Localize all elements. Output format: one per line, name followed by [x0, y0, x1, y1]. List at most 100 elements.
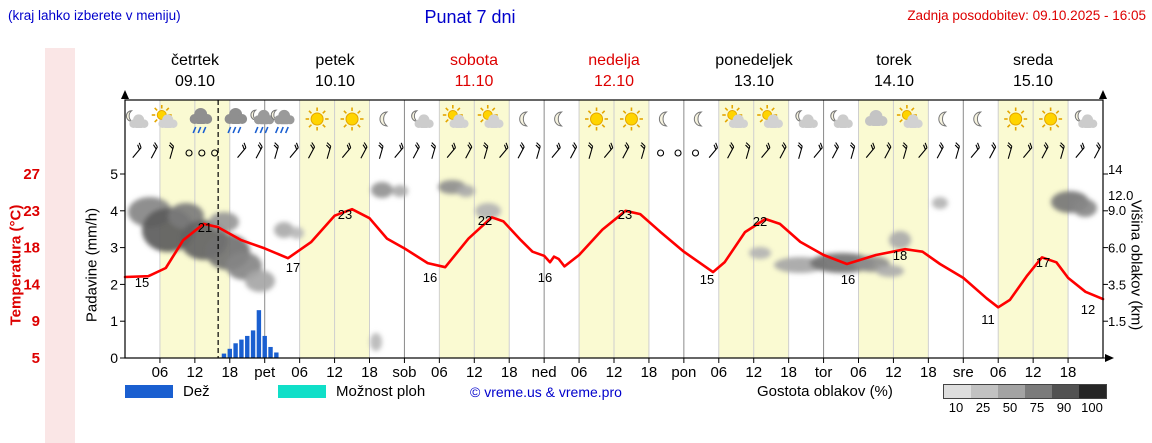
- temp-axis-tick: 18: [23, 240, 40, 257]
- sun-cloud-icon: [151, 105, 178, 128]
- moon-rain-icon: [270, 109, 295, 134]
- temperature-curve: [123, 207, 1105, 309]
- page-title: Punat 7 dni: [424, 7, 516, 27]
- cloud-axis-tick: 1.5: [1108, 314, 1126, 329]
- precipitation-bars: [221, 310, 279, 358]
- time-axis-label: 12: [745, 364, 762, 381]
- day-header-name: sreda: [1012, 52, 1054, 69]
- time-axis-label: ned: [532, 364, 557, 381]
- time-axis-label: 18: [221, 364, 238, 381]
- time-axis-label: 06: [571, 364, 588, 381]
- temperature-value-labels: 15 21 17 23 16 22 16 23 15 22 16 18 11 17 12: [135, 207, 1095, 327]
- moon-cloud-icon: [125, 110, 149, 128]
- sun-icon: [340, 107, 364, 131]
- moon-cloud-icon: [795, 110, 818, 128]
- sun-icon: [1004, 107, 1028, 131]
- density-tick-label: 90: [1056, 400, 1072, 415]
- credit-link[interactable]: © vreme.us & vreme.pro: [470, 384, 622, 400]
- svg-text:15: 15: [700, 272, 714, 287]
- svg-text:22: 22: [478, 213, 492, 228]
- time-axis-label: 12: [187, 364, 204, 381]
- temp-axis-tick: 23: [23, 203, 40, 220]
- svg-text:23: 23: [618, 207, 632, 222]
- cloud-axis-tick: 6.0: [1108, 241, 1126, 256]
- calm-wind-circle: [198, 149, 206, 157]
- gridlines: [159, 100, 1069, 358]
- time-axis-label: 18: [1060, 364, 1077, 381]
- showers-legend-swatch: [278, 385, 326, 398]
- time-axis-label: pon: [671, 364, 696, 381]
- temp-axis-tick: 27: [23, 166, 40, 183]
- day-header-date: 13.10: [733, 73, 775, 90]
- precip-axis-tick: 3: [110, 240, 118, 256]
- sun-icon: [305, 107, 329, 131]
- sun-cloud-icon: [442, 105, 469, 128]
- precip-axis-tick: 5: [110, 166, 118, 182]
- svg-text:17: 17: [1036, 255, 1050, 270]
- time-axis-label: 06: [710, 364, 727, 381]
- sun-cloud-icon: [757, 105, 783, 128]
- day-header-date: 11.10: [454, 73, 494, 90]
- cloud-density-label: Gostota oblakov (%): [757, 383, 893, 400]
- time-axis-label: sre: [953, 364, 974, 381]
- density-tick-label: 50: [1002, 400, 1018, 415]
- moon-icon: [658, 111, 668, 127]
- rain-legend-label: Dež: [183, 383, 210, 400]
- cloud-density-gradient: [943, 384, 1107, 399]
- rain-legend-swatch: [125, 385, 173, 398]
- calm-wind-circle: [674, 149, 682, 157]
- day-header-date: 15.10: [1012, 73, 1054, 90]
- day-header-date: 09.10: [174, 73, 216, 90]
- time-axis-label: 06: [850, 364, 867, 381]
- svg-text:21: 21: [198, 220, 212, 235]
- svg-text:12: 12: [1081, 302, 1095, 317]
- time-axis-label: 18: [361, 364, 378, 381]
- day-header-date: 10.10: [314, 73, 356, 90]
- cloud-icon: [864, 110, 888, 126]
- time-axis-label: 18: [780, 364, 797, 381]
- moon-rain-icon: [250, 109, 275, 134]
- showers-legend-label: Možnost ploh: [336, 383, 426, 400]
- svg-text:22: 22: [753, 214, 767, 229]
- temp-axis-tick: 14: [23, 276, 40, 293]
- calm-wind-circle: [211, 149, 219, 157]
- moon-icon: [693, 111, 703, 127]
- precip-axis-tick: 1: [110, 313, 118, 329]
- density-tick-label: 100: [1081, 400, 1103, 415]
- svg-text:23: 23: [338, 207, 352, 222]
- svg-text:11: 11: [981, 312, 995, 327]
- time-axis-label: 12: [1025, 364, 1042, 381]
- sun-cloud-icon: [477, 105, 504, 128]
- moon-icon: [519, 111, 529, 127]
- day-header-name: petek: [315, 52, 355, 69]
- calm-wind-circle: [691, 149, 700, 157]
- day-header-date: 14.10: [873, 73, 915, 90]
- sun-icon: [1039, 107, 1063, 131]
- time-axis-label: pet: [254, 364, 276, 381]
- sun-cloud-icon: [896, 105, 923, 128]
- precip-axis-tick: 0: [110, 350, 118, 366]
- moon-cloud-icon: [411, 110, 434, 128]
- temp-axis-tick: 9: [32, 313, 40, 330]
- svg-text:17: 17: [286, 260, 300, 275]
- time-axis-label: 18: [641, 364, 658, 381]
- calm-wind-circle: [657, 149, 665, 157]
- rain-icon: [189, 108, 213, 134]
- sun-icon: [619, 107, 643, 131]
- day-header-date: 12.10: [593, 73, 635, 90]
- moon-cloud-icon: [1074, 110, 1098, 128]
- sun-icon: [585, 107, 609, 131]
- time-axis-label: 06: [990, 364, 1007, 381]
- time-axis-label: 12: [466, 364, 483, 381]
- time-axis-label: 12: [326, 364, 343, 381]
- time-axis-label: 06: [152, 364, 169, 381]
- svg-text:18: 18: [893, 248, 907, 263]
- moon-icon: [938, 111, 948, 127]
- time-axis-label: sob: [392, 364, 416, 381]
- time-axis-label: tor: [815, 364, 833, 381]
- moon-icon: [379, 111, 389, 127]
- moon-icon: [973, 111, 983, 127]
- cloud-axis-tick: 12.0: [1108, 188, 1133, 203]
- axis-tick-marks: [120, 90, 1114, 363]
- calm-wind-circle: [185, 149, 193, 157]
